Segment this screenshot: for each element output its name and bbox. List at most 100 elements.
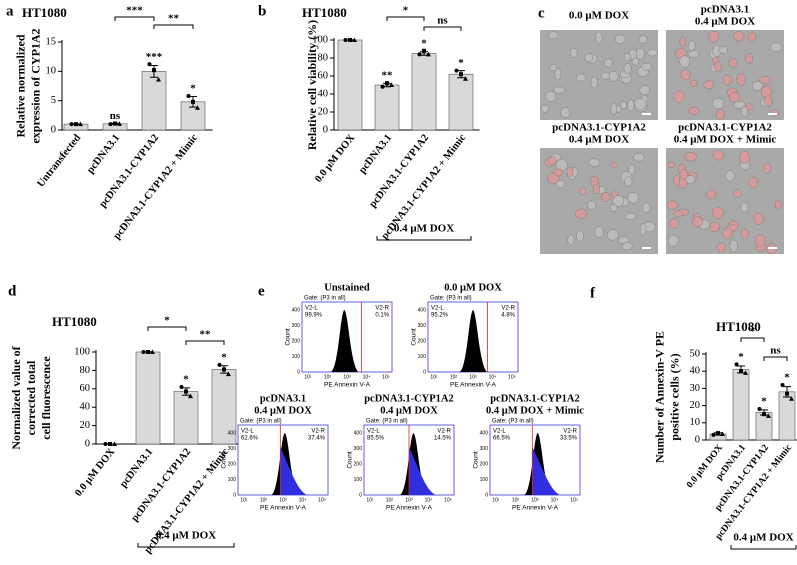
- cell: [733, 100, 746, 109]
- y-axis-label: corrected total: [24, 360, 38, 435]
- cell: [685, 175, 696, 185]
- scale-bar: [768, 113, 777, 115]
- y-tick-label: 300: [480, 446, 489, 452]
- histogram: [459, 310, 487, 372]
- x-tick-label: pcDNA3.1-CYP1A2 + Mimic: [112, 132, 201, 241]
- y-axis-label: Count: [411, 328, 418, 346]
- y-tick-label: 300: [418, 323, 427, 329]
- y-axis-label: Count: [221, 451, 228, 469]
- cell: [553, 86, 566, 94]
- x-tick-label: pcDNA3.1: [357, 133, 394, 176]
- y-tick-label: 0: [85, 438, 90, 449]
- bar: [337, 39, 363, 131]
- significance-label: ***: [146, 51, 163, 63]
- y-tick-label: 20: [80, 420, 91, 431]
- data-point: [739, 369, 743, 374]
- cell: [740, 228, 749, 240]
- bracket-label: *: [403, 5, 409, 17]
- cell: [566, 166, 574, 177]
- image-caption: 0.4 μM DOX + Mimic: [674, 134, 777, 146]
- y-tick-label: 400: [354, 430, 363, 436]
- data-point: [734, 362, 739, 367]
- cell: [639, 223, 647, 236]
- data-point: [716, 431, 720, 436]
- y-axis-label: expression of CYP1A2: [28, 28, 42, 143]
- significance-bracket: [153, 24, 194, 29]
- x-tick-label: 10²: [512, 497, 520, 503]
- gate-percent: 4.8%: [501, 313, 515, 319]
- bracket-label: ns: [770, 345, 781, 357]
- cell: [590, 76, 599, 89]
- data-point: [422, 48, 426, 53]
- x-tick-label: 10³: [279, 497, 287, 503]
- y-axis-label: cell fluorescence: [39, 356, 53, 440]
- cells: [544, 153, 656, 251]
- y-tick-label: 80: [80, 365, 91, 376]
- cell: [549, 64, 558, 72]
- x-tick-label: pcDNA3.1: [118, 447, 155, 490]
- cell: [595, 31, 603, 44]
- x-axis-label: PE Annexin V-A: [386, 505, 433, 512]
- plot-title: pcDNA3.1-CYP1A2: [364, 393, 454, 404]
- cell: [712, 97, 725, 110]
- cell: [684, 152, 697, 162]
- cell: [770, 42, 783, 52]
- data-point: [184, 389, 188, 394]
- cell: [633, 153, 645, 162]
- cell: [680, 69, 691, 81]
- y-axis-label: Count: [285, 328, 292, 346]
- image-caption: pcDNA3.1-CYP1A2: [552, 122, 646, 134]
- cells: [540, 31, 658, 118]
- cell: [673, 174, 681, 187]
- cell: [747, 176, 759, 188]
- significance-bracket: [147, 326, 187, 331]
- data-point: [191, 99, 195, 104]
- y-tick-label: 40: [80, 402, 91, 413]
- y-tick-label: 300: [354, 446, 363, 452]
- group-label: 0.4 μM DOX: [156, 530, 216, 542]
- data-point: [780, 382, 785, 387]
- y-tick-label: 200: [228, 461, 237, 467]
- data-point: [757, 407, 762, 412]
- scale-bar: [642, 247, 651, 249]
- data-point: [195, 105, 200, 110]
- x-tick-label: 10¹: [492, 497, 500, 503]
- group-bracket: [730, 545, 797, 550]
- cell: [624, 176, 633, 187]
- y-tick-label: 10: [46, 66, 57, 77]
- cell: [587, 200, 596, 211]
- y-axis-label: Count: [473, 451, 480, 469]
- data-point: [108, 442, 112, 446]
- data-point: [78, 121, 83, 127]
- data-point: [380, 84, 385, 89]
- gate-name: V2-R: [563, 429, 577, 435]
- y-tick-label: 0: [233, 492, 236, 498]
- cell: [567, 234, 575, 246]
- cell: [627, 192, 639, 204]
- x-tick-label: 10⁴: [489, 374, 497, 380]
- y-tick-label: 80: [318, 52, 329, 63]
- cell: [747, 32, 757, 42]
- panel-letter: d: [8, 283, 17, 299]
- x-tick-label: 10¹: [304, 374, 312, 380]
- cell: [555, 180, 565, 188]
- y-tick-label: 100: [354, 477, 363, 483]
- panel-letter: c: [538, 5, 545, 21]
- x-tick-label: 10⁵: [508, 374, 516, 380]
- gate-percent: 37.4%: [308, 436, 326, 442]
- cell: [752, 80, 763, 91]
- data-point: [711, 432, 716, 437]
- x-tick-label: 10⁴: [425, 497, 433, 503]
- cell: [623, 63, 632, 75]
- data-point: [222, 367, 226, 372]
- scale-bar: [642, 113, 651, 115]
- bar: [173, 391, 199, 445]
- y-tick-label: 100: [228, 477, 237, 483]
- cell: [594, 226, 604, 238]
- cell: [540, 104, 550, 113]
- significance-label: *: [784, 371, 790, 383]
- x-axis-label: PE Annexin V-A: [260, 505, 307, 512]
- cell: [725, 170, 735, 182]
- data-point: [789, 396, 794, 401]
- cell: [610, 161, 618, 169]
